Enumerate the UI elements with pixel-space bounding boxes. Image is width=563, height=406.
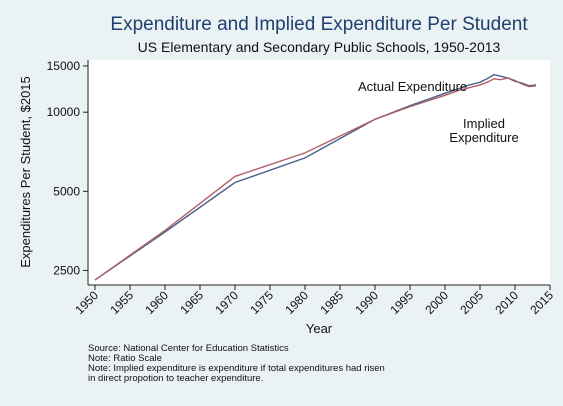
x-tick-label: 1980 [282,288,311,317]
y-tick-label: 5000 [53,184,80,198]
x-tick-label: 1960 [142,288,171,317]
x-tick-label: 1990 [352,288,381,317]
x-tick-label: 2005 [457,288,486,317]
x-tick-label: 2015 [527,288,556,317]
x-tick-label: 1950 [72,288,101,317]
chart-title: Expenditure and Implied Expenditure Per … [110,14,528,35]
x-tick-label: 1995 [387,288,416,317]
x-tick-label: 1970 [212,288,241,317]
series-layer [94,73,537,281]
series-line-implied-expenditure [94,77,537,281]
plot-area [88,60,550,285]
note-ratio-scale: Note: Ratio Scale [88,353,162,364]
y-tick-label: 10000 [47,105,81,119]
notes: Source: National Center for Education St… [88,343,385,384]
note-implied-line1: Note: Implied expenditure is expenditure… [88,363,385,374]
x-tick-label: 2010 [492,288,521,317]
annotation-implied-line2: Expenditure [449,130,518,145]
note-source: Source: National Center for Education St… [88,343,289,354]
y-axis-label: Expenditures Per Student, $2015 [18,76,33,268]
chart-subtitle: US Elementary and Secondary Public Schoo… [138,39,501,55]
y-tick-label: 15000 [47,59,81,73]
x-tick-label: 1985 [317,288,346,317]
x-tick-label: 1975 [247,288,276,317]
series-line-actual-expenditure [94,73,537,281]
y-axis-ticks: 2500 5000 10000 15000 [47,59,88,277]
x-tick-label: 1965 [177,288,206,317]
x-tick-label: 2000 [422,288,451,317]
x-tick-label: 1955 [107,288,136,317]
x-axis-label: Year [306,321,333,336]
y-tick-label: 2500 [53,263,80,277]
note-implied-line2: in direct propotion to teacher expenditu… [88,373,263,384]
annotation-actual-expenditure: Actual Expenditure [358,79,467,94]
annotation-implied-line1: Implied [463,116,505,131]
x-axis-ticks: 1950 1955 1960 1965 1970 1975 1980 1985 1990 1995… [72,285,556,317]
